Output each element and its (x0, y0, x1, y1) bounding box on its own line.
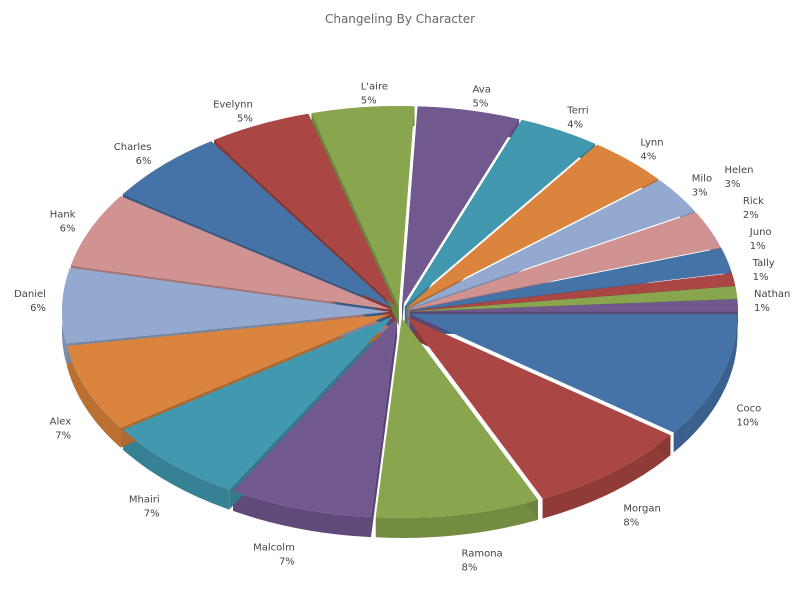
label-percent: 2% (743, 210, 759, 221)
label-name: Helen (725, 165, 754, 176)
data-label: Charles 6% (114, 142, 152, 167)
data-label: Nathan 1% (754, 289, 790, 314)
slice-rick[interactable] (409, 248, 732, 311)
data-label: Ava 5% (473, 85, 491, 110)
label-name: Alex (50, 416, 72, 427)
label-name: Milo (692, 174, 712, 185)
label-percent: 5% (361, 95, 377, 106)
label-name: Daniel (14, 289, 46, 300)
label-percent: 6% (136, 156, 152, 167)
slice-lynn[interactable] (406, 144, 659, 308)
label-percent: 1% (754, 303, 770, 314)
data-label: Daniel 6% (14, 289, 46, 314)
label-name: Tally (752, 258, 775, 269)
data-label: Hank 6% (50, 209, 76, 234)
label-name: Charles (114, 142, 152, 153)
label-percent: 6% (30, 303, 46, 314)
label-name: Malcolm (253, 542, 295, 553)
slice-juno[interactable] (409, 273, 736, 312)
slice-side-mhairi (123, 429, 230, 510)
slice-charles[interactable] (122, 141, 393, 308)
data-label: Milo 3% (692, 174, 712, 199)
data-label: L'aire 5% (361, 81, 388, 106)
label-percent: 4% (640, 151, 656, 162)
data-label: Mhairi 7% (129, 495, 160, 520)
data-label: Terri 4% (566, 106, 588, 131)
label-name: Hank (50, 209, 76, 220)
data-label: Helen 3% (725, 165, 754, 190)
label-percent: 7% (279, 556, 295, 567)
data-label: Ramona 8% (462, 549, 503, 574)
label-name: Juno (749, 227, 772, 238)
label-percent: 8% (462, 563, 478, 574)
label-percent: 5% (237, 114, 253, 125)
data-label: Tally 1% (752, 258, 775, 283)
label-name: Morgan (623, 504, 661, 515)
slice-milo[interactable] (408, 180, 695, 309)
label-name: Rick (743, 196, 764, 207)
label-percent: 6% (60, 223, 76, 234)
label-name: Ava (473, 85, 491, 96)
label-percent: 3% (725, 179, 741, 190)
label-percent: 3% (692, 188, 708, 199)
slice-malcolm[interactable] (233, 317, 398, 518)
label-name: Nathan (754, 289, 790, 300)
data-label: Rick 2% (743, 196, 764, 221)
slices (62, 106, 738, 518)
data-labels: Coco 10% Morgan 8% Ramona 8% Malcolm 7% Mhairi 7%… (14, 81, 790, 573)
chart-title: Changeling By Character (325, 12, 475, 26)
label-percent: 1% (753, 272, 769, 283)
slice-alex[interactable] (66, 314, 391, 428)
slice-coco[interactable] (409, 313, 738, 433)
slice-side (371, 317, 398, 538)
label-name: Coco (737, 403, 762, 414)
label-name: Ramona (462, 549, 503, 560)
slice-ava[interactable] (402, 106, 520, 307)
data-label: Malcolm 7% (253, 542, 295, 567)
data-label: Juno 1% (749, 227, 772, 252)
slice-helen[interactable] (409, 212, 721, 310)
slice-side-coco (673, 313, 738, 453)
label-percent: 10% (737, 417, 759, 428)
data-label: Coco 10% (737, 403, 762, 428)
slice-daniel[interactable] (62, 267, 391, 344)
label-percent: 7% (55, 430, 71, 441)
data-label: Morgan 8% (623, 504, 661, 529)
slice-hank[interactable] (70, 196, 391, 310)
label-name: Mhairi (129, 495, 160, 506)
slice-terri[interactable] (404, 119, 595, 307)
slice-laire[interactable] (311, 106, 415, 307)
slice-side-malcolm (233, 490, 372, 538)
slice-nathan[interactable] (409, 299, 738, 312)
slice-side-alex (66, 345, 121, 448)
slice-morgan[interactable] (406, 316, 671, 499)
label-percent: 8% (623, 518, 639, 529)
label-percent: 5% (473, 99, 489, 110)
label-name: Terri (566, 106, 588, 117)
label-name: Evelynn (213, 100, 253, 111)
data-label: Lynn 4% (640, 137, 663, 162)
label-name: L'aire (361, 81, 388, 92)
slice-mhairi[interactable] (123, 316, 394, 490)
slice-side-morgan (542, 435, 671, 519)
label-name: Lynn (640, 137, 663, 148)
label-percent: 4% (567, 120, 583, 131)
slice-side-ramona (375, 499, 538, 538)
slice-tally[interactable] (409, 286, 738, 312)
slice-ramona[interactable] (375, 317, 538, 518)
label-percent: 7% (144, 509, 160, 520)
label-percent: 1% (750, 241, 766, 252)
data-label: Evelynn 5% (213, 100, 253, 125)
slice-evelynn[interactable] (214, 113, 396, 307)
data-label: Alex 7% (50, 416, 72, 441)
